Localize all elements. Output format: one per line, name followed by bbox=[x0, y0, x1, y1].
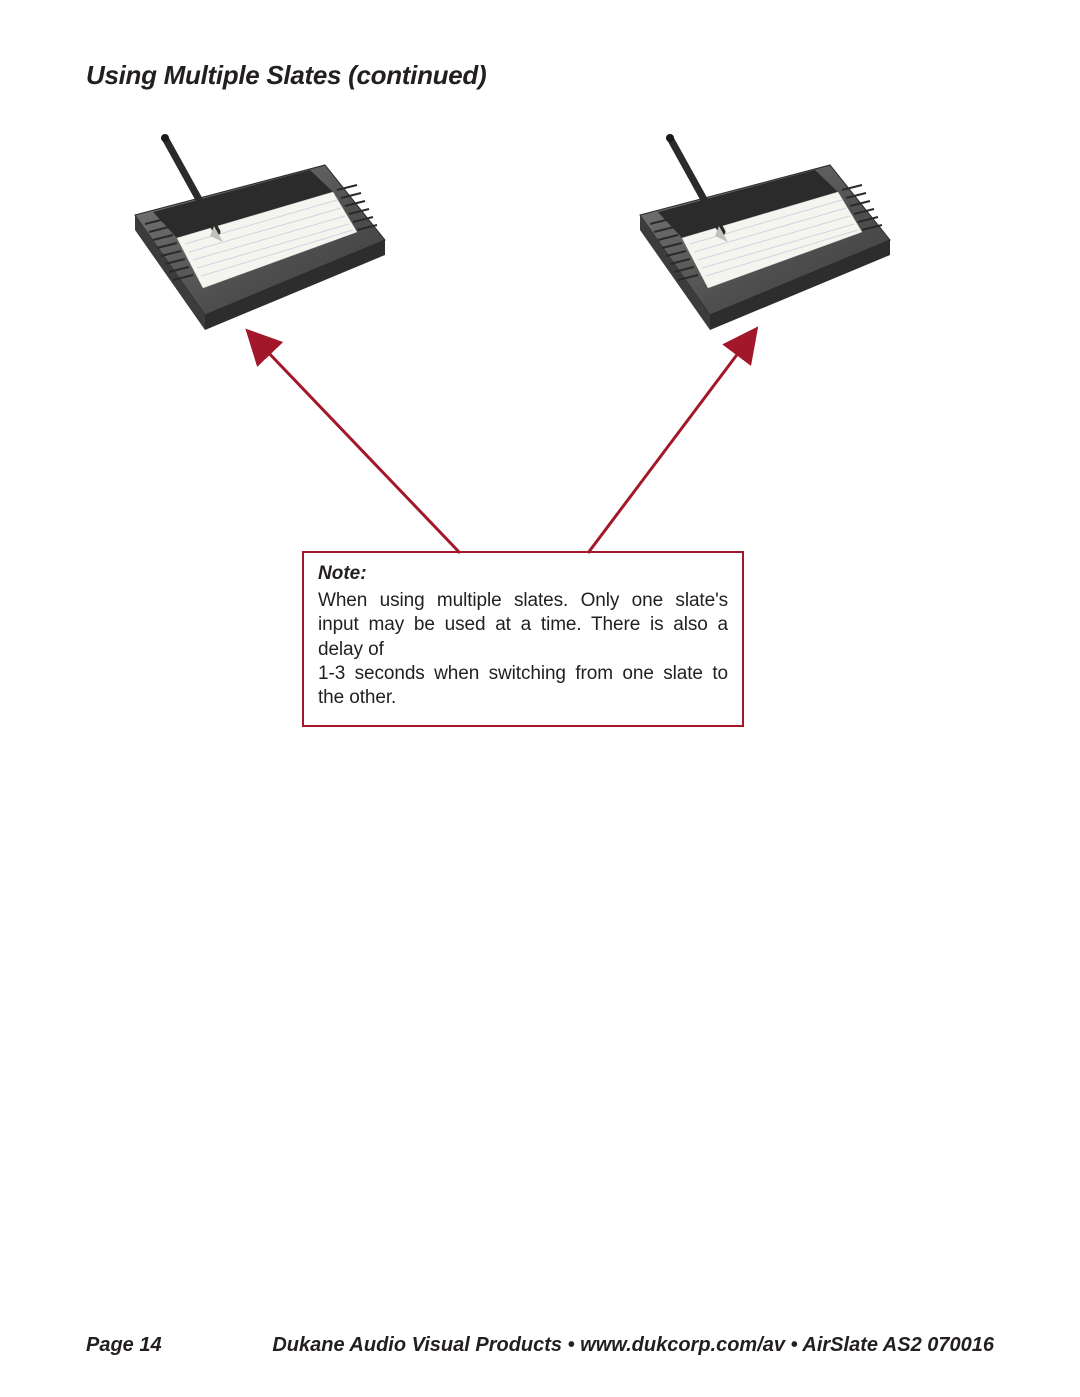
slate-device-left bbox=[95, 120, 395, 340]
page-title: Using Multiple Slates (continued) bbox=[86, 60, 486, 91]
footer-product-info: Dukane Audio Visual Products • www.dukco… bbox=[272, 1334, 994, 1357]
note-body-line1: When using multiple slates. Only one sla… bbox=[318, 590, 728, 660]
page-footer: Page 14 Dukane Audio Visual Products • w… bbox=[86, 1334, 994, 1357]
note-body: When using multiple slates. Only one sla… bbox=[318, 589, 728, 711]
slate-device-right bbox=[600, 120, 900, 340]
note-heading: Note: bbox=[318, 563, 728, 585]
note-body-line2: 1-3 seconds when switching from one slat… bbox=[318, 663, 728, 708]
footer-page-number: Page 14 bbox=[86, 1334, 162, 1357]
note-box: Note: When using multiple slates. Only o… bbox=[302, 551, 744, 727]
